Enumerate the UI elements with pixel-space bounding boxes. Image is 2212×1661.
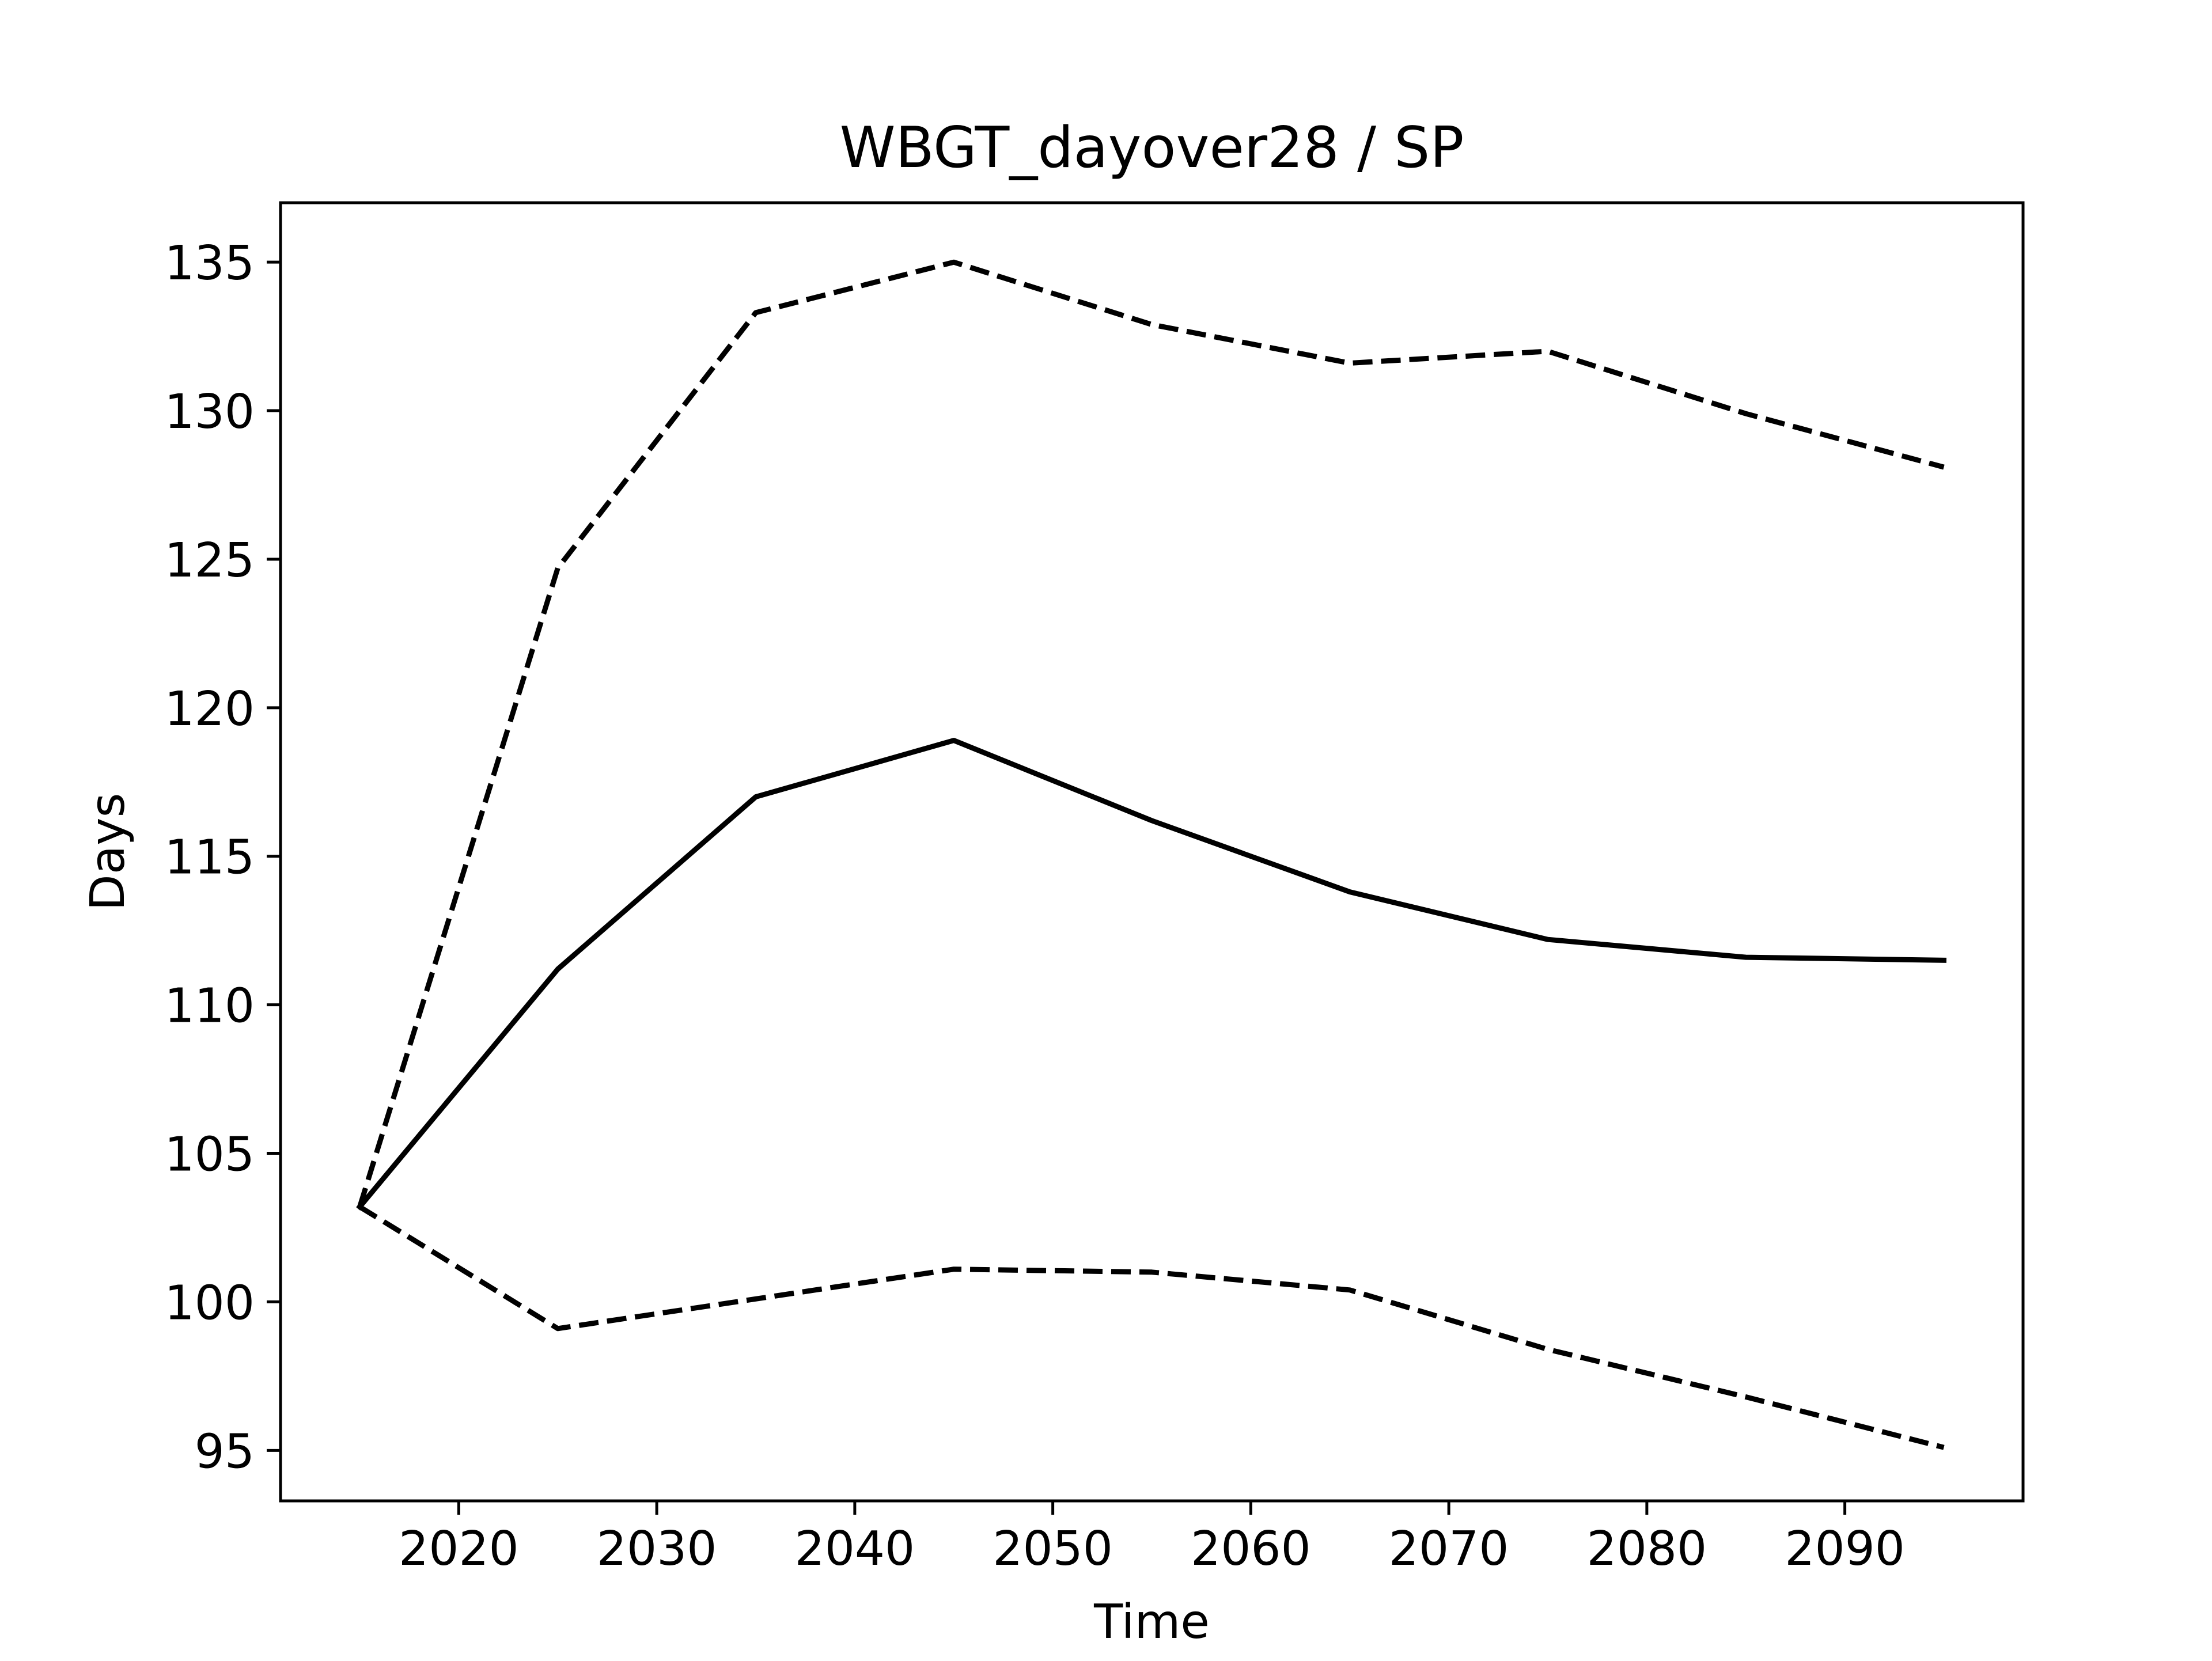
- plot-area-frame: [279, 201, 2025, 1503]
- x-axis-ticks: 2020 2030 2040 2050 2060 2070 2080 2090: [399, 1501, 1905, 1576]
- y-tick-label: 105: [164, 1128, 255, 1182]
- series-line-2-solid: [356, 738, 1947, 1211]
- y-axis-ticks: 95 100 105 110 115 120 125 130 135: [164, 236, 281, 1479]
- y-tick-label: 120: [164, 682, 255, 737]
- x-tick-label: 2050: [993, 1522, 1113, 1576]
- series-layer: [356, 259, 1947, 1450]
- y-axis-label: Days: [81, 793, 135, 911]
- chart-title: WBGT_dayover28 / SP: [840, 115, 1464, 181]
- x-tick-label: 2020: [399, 1522, 519, 1576]
- x-tick-label: 2070: [1389, 1522, 1509, 1576]
- y-tick-label: 95: [195, 1424, 255, 1479]
- y-tick-label: 135: [164, 236, 255, 291]
- x-tick-label: 2060: [1191, 1522, 1311, 1576]
- x-tick-label: 2030: [597, 1522, 717, 1576]
- x-tick-label: 2080: [1587, 1522, 1707, 1576]
- y-tick-label: 130: [164, 385, 255, 439]
- x-tick-label: 2090: [1785, 1522, 1905, 1576]
- series-line-3-dashed: [358, 1204, 1945, 1450]
- y-tick-label: 115: [164, 830, 255, 885]
- y-tick-label: 100: [164, 1276, 255, 1330]
- x-axis-label: Time: [1093, 1595, 1210, 1649]
- x-tick-label: 2040: [795, 1522, 915, 1576]
- y-tick-label: 125: [164, 533, 255, 588]
- y-tick-label: 110: [164, 979, 255, 1034]
- series-line-1-dashed: [357, 259, 1945, 1208]
